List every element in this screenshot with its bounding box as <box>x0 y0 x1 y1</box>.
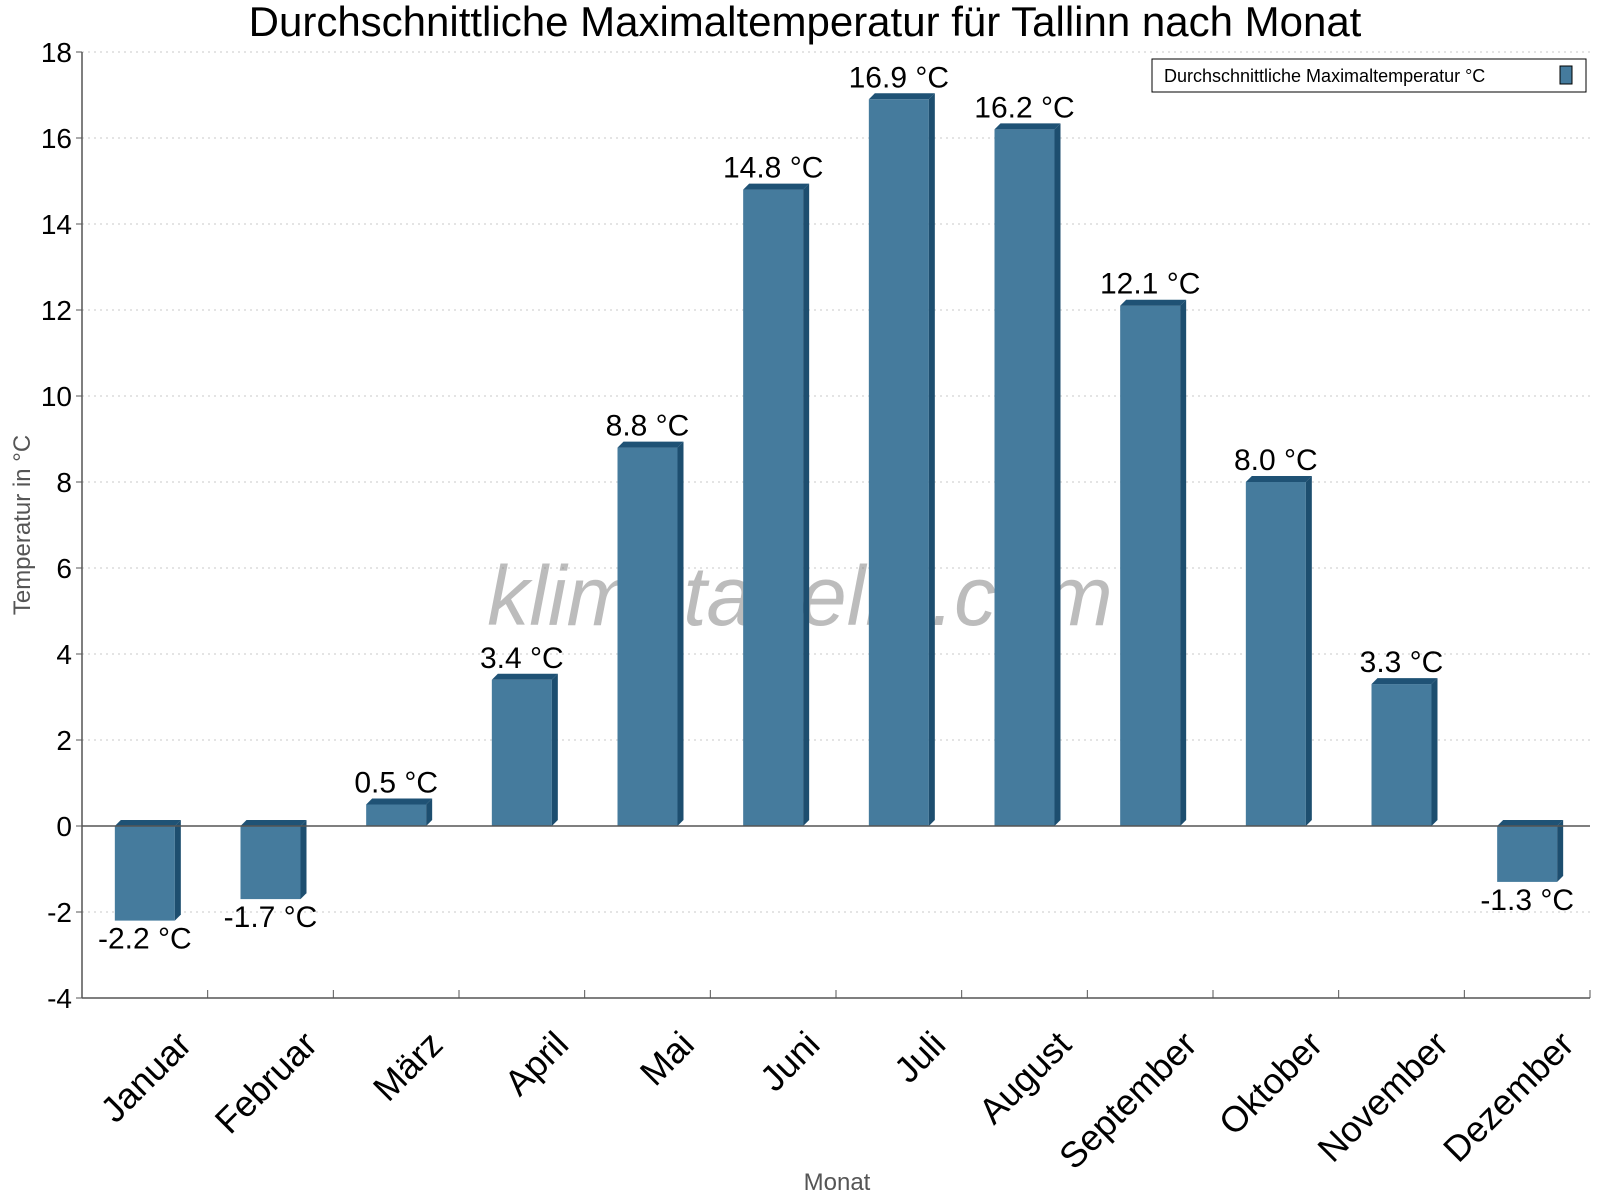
bar-top <box>491 673 558 680</box>
legend: Durchschnittliche Maximaltemperatur °C <box>1151 58 1587 93</box>
bar-side <box>1180 299 1187 826</box>
y-tick-label: 16 <box>41 123 72 154</box>
y-tick-label: -2 <box>47 897 72 928</box>
bar-august <box>994 129 1055 826</box>
y-tick-label: 6 <box>56 553 72 584</box>
bar-juni <box>743 189 804 827</box>
y-tick-label: 2 <box>56 725 72 756</box>
data-label: -2.2 °C <box>98 923 192 956</box>
bar-side <box>803 183 810 827</box>
bar-top <box>1120 299 1187 306</box>
bar-top <box>114 820 181 826</box>
bar-top <box>1371 678 1438 685</box>
data-label: 8.0 °C <box>1234 444 1318 477</box>
legend-box <box>1151 58 1587 93</box>
data-label: -1.3 °C <box>1480 884 1574 917</box>
bar-top <box>743 183 810 190</box>
x-axis-label: Monat <box>804 1169 871 1196</box>
bar-top <box>994 123 1061 130</box>
legend-swatch <box>1559 65 1573 85</box>
bar-side <box>1054 123 1061 826</box>
data-label: 0.5 °C <box>354 767 438 800</box>
bar-side <box>174 820 181 921</box>
bar-top <box>868 93 935 100</box>
y-axis-ticks: -4 -2 0 2 4 6 8 10 12 14 16 18 <box>41 37 82 1014</box>
data-label: 3.4 °C <box>480 642 564 675</box>
y-tick-label: 0 <box>56 811 72 842</box>
bar-top <box>1497 820 1564 826</box>
y-tick-label: -4 <box>47 983 72 1014</box>
bar-september <box>1120 305 1181 826</box>
bar-dezember <box>1497 826 1558 882</box>
data-label: 12.1 °C <box>1100 268 1200 301</box>
bar-top <box>240 820 307 826</box>
data-label: 8.8 °C <box>606 410 690 443</box>
bar-side <box>300 820 307 900</box>
data-label: 16.2 °C <box>974 91 1074 124</box>
bar-april <box>491 679 552 826</box>
bar-top <box>1245 476 1312 482</box>
bar-november <box>1371 684 1432 826</box>
bar-side <box>1305 476 1312 826</box>
y-axis-label: Temperatur in °C <box>9 435 36 615</box>
data-label: 14.8 °C <box>723 152 823 185</box>
y-tick-label: 12 <box>41 295 72 326</box>
bar-februar <box>240 826 301 900</box>
bar-side <box>928 93 935 827</box>
bar-oktober <box>1245 482 1306 826</box>
data-label: 3.3 °C <box>1360 646 1444 679</box>
chart-title: Durchschnittliche Maximaltemperatur für … <box>249 0 1362 45</box>
bar-side <box>551 673 558 826</box>
data-label: 16.9 °C <box>849 61 949 94</box>
y-tick-label: 8 <box>56 467 72 498</box>
bar-top <box>366 798 433 805</box>
bar-side <box>426 798 433 826</box>
bar-juli <box>868 99 929 827</box>
bar-side <box>677 441 684 826</box>
y-tick-label: 14 <box>41 209 72 240</box>
bar-side <box>1431 678 1438 826</box>
bar-top <box>617 441 684 448</box>
y-tick-label: 10 <box>41 381 72 412</box>
bar-mai <box>617 447 678 826</box>
y-tick-label: 18 <box>41 37 72 68</box>
bar-januar <box>114 826 175 921</box>
data-label: -1.7 °C <box>224 901 318 934</box>
bar-side <box>1557 820 1564 882</box>
bars <box>114 93 1564 921</box>
legend-label: Durchschnittliche Maximaltemperatur °C <box>1164 66 1485 86</box>
y-tick-label: 4 <box>56 639 72 670</box>
data-labels: -2.2 °C -1.7 °C 0.5 °C 3.4 °C 8.8 °C 14.8 °C 1… <box>98 61 1574 955</box>
bar-märz <box>366 804 427 826</box>
